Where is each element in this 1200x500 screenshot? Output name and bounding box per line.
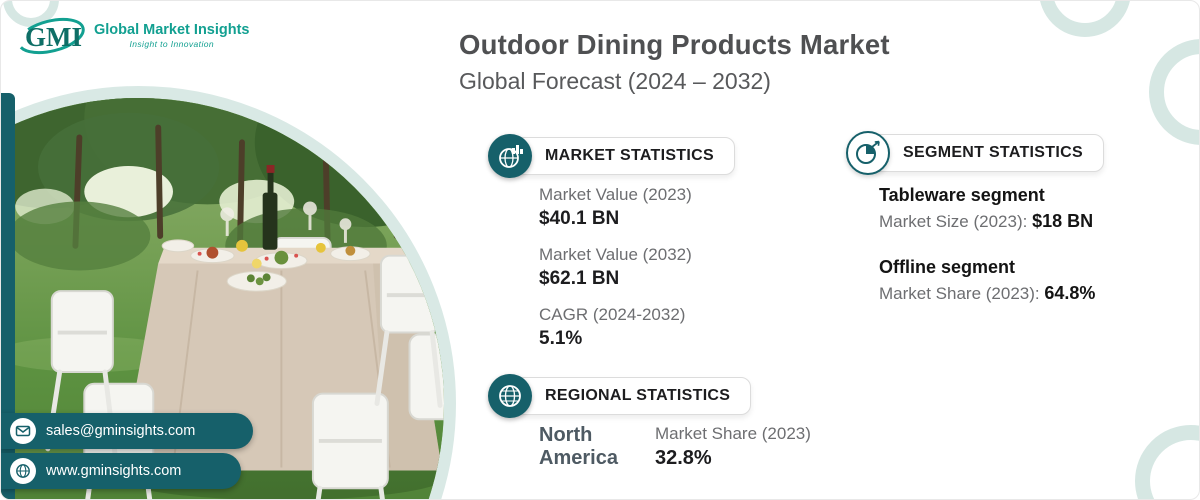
regional-statistics-row: North America Market Share (2023) 32.8% — [539, 424, 811, 470]
stat-label: CAGR (2024-2032) — [539, 305, 686, 324]
envelope-icon — [10, 418, 36, 444]
deco-ring-right-upper — [1149, 39, 1199, 145]
segment-value: 64.8% — [1044, 283, 1096, 303]
header: Outdoor Dining Products Market Global Fo… — [459, 29, 890, 95]
globe-icon — [10, 458, 36, 484]
stat-label: Market Value (2032) — [539, 245, 692, 264]
region-share: Market Share (2023) 32.8% — [655, 424, 811, 470]
regional-statistics-globe-icon — [488, 374, 532, 418]
stat-value: 32.8% — [655, 447, 712, 469]
segment-line: Market Share (2023): 64.8% — [879, 283, 1095, 304]
stat-label: Market Value (2023) — [539, 185, 692, 204]
segment-statistics-list: Tableware segment Market Size (2023): $1… — [879, 185, 1095, 304]
page-subtitle: Global Forecast (2024 – 2032) — [459, 68, 771, 94]
regional-statistics-heading: REGIONAL STATISTICS — [512, 377, 752, 415]
stat-label: Market Share (2023) — [655, 424, 811, 443]
svg-text:GMI: GMI — [25, 22, 82, 52]
stat-value: 5.1% — [539, 328, 583, 349]
website-link[interactable]: www.gminsights.com — [1, 453, 241, 489]
segment-label: Market Size (2023): — [879, 212, 1028, 231]
email-text: sales@gminsights.com — [46, 423, 196, 439]
website-text: www.gminsights.com — [46, 463, 182, 479]
email-link[interactable]: sales@gminsights.com — [1, 413, 253, 449]
segment-label: Market Share (2023): — [879, 284, 1040, 303]
segment-line: Market Size (2023): $18 BN — [879, 211, 1095, 232]
segment-statistics-pie-icon — [846, 131, 890, 175]
segment-name: Offline segment — [879, 257, 1016, 277]
deco-ring-top-right — [1039, 1, 1131, 37]
segment-name: Tableware segment — [879, 185, 1045, 205]
left-accent-strip — [1, 93, 15, 499]
gmi-logo: GMI Global Market Insights Insight to In… — [15, 13, 250, 59]
market-statistics-heading: MARKET STATISTICS — [512, 137, 735, 175]
page-title: Outdoor Dining Products Market — [459, 29, 890, 60]
market-statistics-list: Market Value (2023) $40.1 BN Market Valu… — [539, 185, 692, 365]
market-statistics-globe-chart-icon — [488, 134, 532, 178]
gmi-logo-mark: GMI — [17, 17, 85, 55]
deco-ring-top-left — [3, 1, 59, 27]
stat-market-value-2032: Market Value (2032) $62.1 BN — [539, 245, 692, 290]
segment-statistics-heading: SEGMENT STATISTICS — [870, 134, 1104, 172]
stat-value: $40.1 BN — [539, 208, 620, 229]
stat-cagr: CAGR (2024-2032) 5.1% — [539, 305, 692, 350]
stat-value: $62.1 BN — [539, 268, 620, 289]
segment-offline: Offline segment Market Share (2023): 64.… — [879, 257, 1095, 304]
region-name: North America — [539, 424, 618, 469]
market-statistics-header: MARKET STATISTICS — [488, 134, 735, 178]
segment-tableware: Tableware segment Market Size (2023): $1… — [879, 185, 1095, 232]
logo-company-name: Global Market Insights — [94, 22, 250, 39]
segment-value: $18 BN — [1032, 211, 1094, 231]
segment-statistics-header: SEGMENT STATISTICS — [846, 131, 1104, 175]
logo-tagline: Insight to Innovation — [129, 38, 214, 49]
deco-ring-bottom-right — [1135, 425, 1199, 499]
regional-statistics-header: REGIONAL STATISTICS — [488, 374, 752, 418]
stat-market-value-2023: Market Value (2023) $40.1 BN — [539, 185, 692, 230]
